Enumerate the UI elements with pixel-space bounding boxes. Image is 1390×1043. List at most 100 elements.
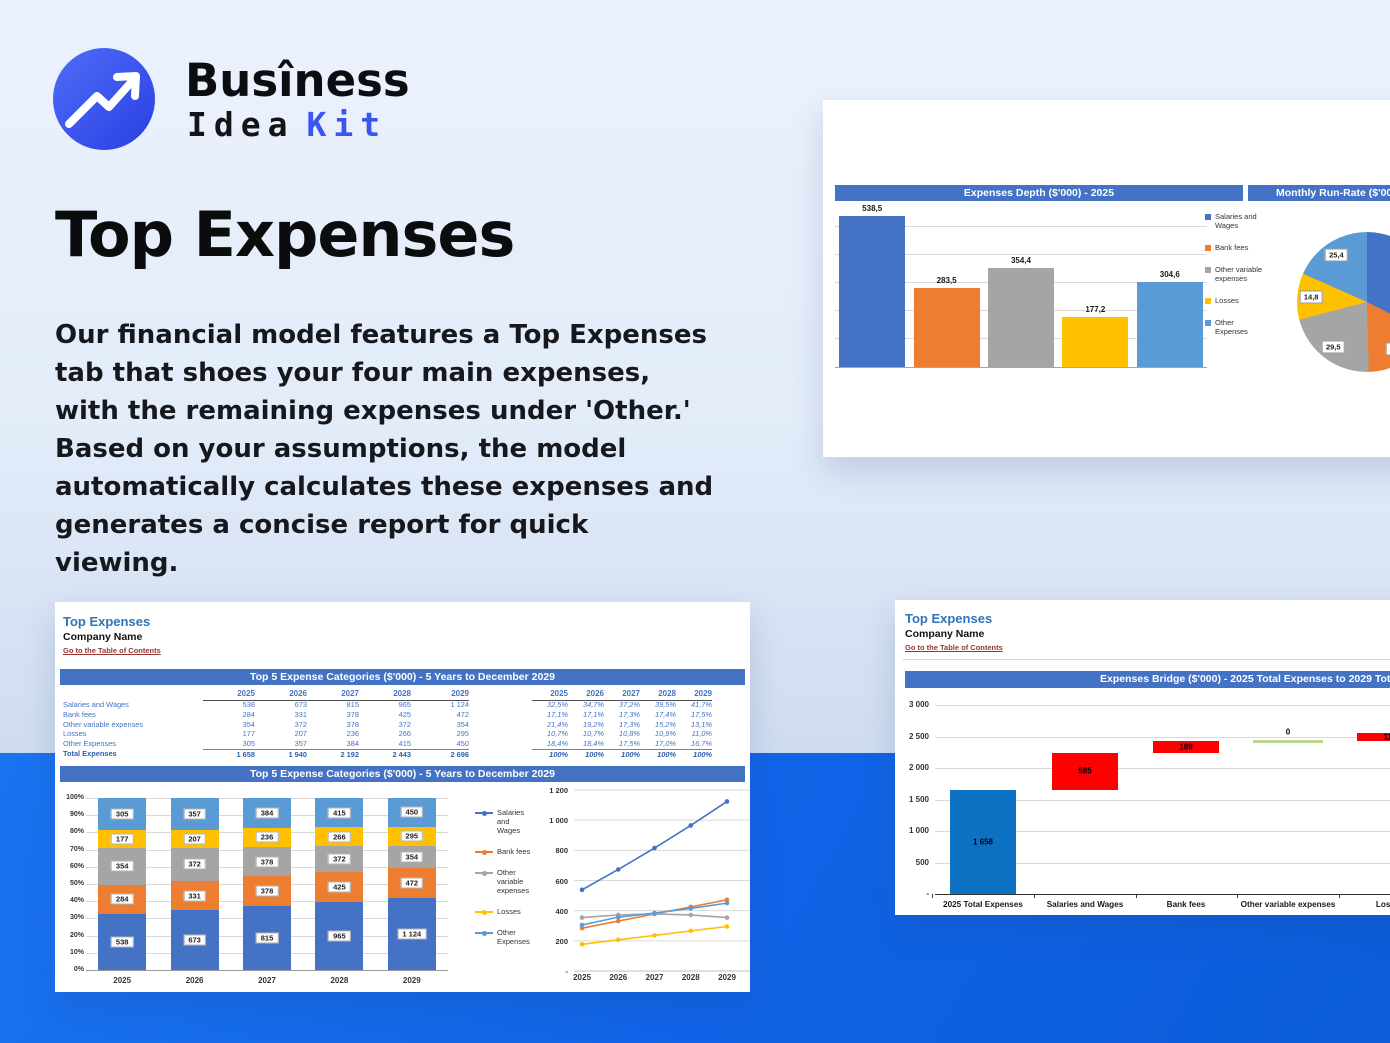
pie-value-label: 23,7 bbox=[1385, 342, 1390, 356]
sheet-title: Top Expenses bbox=[63, 614, 151, 629]
cell-value: 177 bbox=[242, 729, 255, 739]
stack-value-label: 207 bbox=[183, 833, 206, 845]
stack-value-label: 372 bbox=[183, 858, 206, 870]
table-of-contents-link[interactable]: Go to the Table of Contents bbox=[905, 643, 1003, 652]
axis-tick bbox=[1237, 894, 1238, 898]
year-header: 2026 bbox=[568, 688, 604, 701]
x-tick-label: 2028 bbox=[330, 976, 349, 985]
year-header: 2029 bbox=[411, 688, 469, 701]
table-row: Other variable expenses 354 372 378 372 354 21… bbox=[63, 720, 712, 730]
cell-value: 1 124 bbox=[450, 700, 470, 709]
intro-paragraph: Our financial model features a Top Expen… bbox=[55, 320, 714, 578]
page-title: Top Expenses bbox=[55, 198, 515, 271]
legend-item: Losses bbox=[1205, 296, 1267, 305]
legend-item: Bank fees bbox=[475, 847, 533, 856]
year-header: 2026 bbox=[255, 688, 307, 701]
waterfall-value-label: 585 bbox=[1078, 766, 1092, 776]
gridline bbox=[86, 970, 448, 971]
total-value: 2 192 bbox=[307, 748, 359, 760]
y-tick-label: 10% bbox=[69, 948, 84, 956]
bar-0 bbox=[839, 216, 906, 367]
pie-value-label: 25,4 bbox=[1325, 248, 1348, 262]
cell-value: 378 bbox=[346, 719, 359, 729]
legend-label: Other variable expenses bbox=[497, 868, 530, 895]
x-tick-label: 2026 bbox=[185, 976, 204, 985]
y-tick-label: 1 000 bbox=[908, 826, 929, 835]
x-axis-line bbox=[835, 367, 1207, 368]
total-value: 2 696 bbox=[411, 748, 469, 760]
total-pct: 100% bbox=[640, 748, 676, 760]
expenses-depth-chart: 538,5 283,5 354,4 177,2 304,6 bbox=[835, 195, 1207, 368]
legend-swatch bbox=[1205, 298, 1211, 304]
stack-value-label: 378 bbox=[255, 856, 279, 868]
cell-pct: 10,8% bbox=[619, 729, 640, 739]
year-header: 2025 bbox=[532, 688, 568, 701]
legend-item: Losses bbox=[475, 907, 533, 916]
cell-value: 331 bbox=[294, 709, 307, 719]
cell-value: 207 bbox=[294, 729, 307, 739]
cell-pct: 10,7% bbox=[583, 729, 604, 739]
bar-value-label: 177,2 bbox=[1085, 305, 1106, 315]
y-tick-label: 100% bbox=[66, 794, 84, 801]
cell-pct: 17,1% bbox=[583, 709, 604, 719]
company-name: Company Name bbox=[905, 628, 985, 640]
axis-tick bbox=[1136, 894, 1137, 898]
cell-pct: 10,9% bbox=[655, 729, 676, 739]
stack-value-label: 425 bbox=[328, 881, 351, 893]
total-value: 1 658 bbox=[203, 748, 255, 760]
y-tick-label: 40% bbox=[69, 897, 84, 905]
stack-value-label: 673 bbox=[183, 934, 206, 946]
y-tick-label: 2 500 bbox=[908, 731, 929, 741]
cell-value: 450 bbox=[456, 739, 469, 749]
legend-item: Other variable expenses bbox=[475, 868, 533, 895]
stack-value-label: 236 bbox=[255, 831, 279, 843]
cell-pct: 15,2% bbox=[655, 719, 676, 729]
row-label: Losses bbox=[63, 729, 87, 739]
bar-4 bbox=[1136, 281, 1203, 367]
total-pct: 100% bbox=[568, 748, 604, 760]
legend-swatch bbox=[1205, 214, 1211, 220]
legend-label: Other Expenses bbox=[497, 928, 530, 946]
cell-value: 965 bbox=[398, 700, 411, 709]
stack-value-label: 815 bbox=[255, 932, 279, 944]
legend-line-marker bbox=[475, 909, 493, 915]
legend-label: Salaries and Wages bbox=[497, 808, 525, 835]
legend-label: Losses bbox=[1215, 296, 1239, 305]
legend-item: Other Expenses bbox=[1205, 318, 1267, 336]
divider bbox=[903, 659, 1390, 660]
cell-value: 372 bbox=[398, 719, 411, 729]
row-label: Bank fees bbox=[63, 709, 96, 719]
year-header: 2027 bbox=[307, 688, 359, 701]
cell-value: 415 bbox=[398, 739, 411, 749]
cell-pct: 39,5% bbox=[655, 700, 676, 709]
bar-value-label: 354,4 bbox=[1010, 255, 1031, 265]
cell-pct: 17,0% bbox=[655, 739, 676, 749]
waterfall-value-label: 189 bbox=[1179, 742, 1193, 752]
axis-tick bbox=[1034, 894, 1035, 898]
table-years-row: 2025 2026 2027 2028 2029 2025 2026 2027 2028 2029 bbox=[63, 688, 712, 701]
waterfall-value-label: 118 bbox=[1383, 732, 1390, 742]
stack-value-label: 378 bbox=[255, 885, 279, 897]
cell-pct: 19,2% bbox=[583, 719, 604, 729]
year-header: 2025 bbox=[203, 688, 255, 701]
row-label: Salaries and Wages bbox=[63, 700, 129, 709]
cell-value: 372 bbox=[294, 719, 307, 729]
stack-value-label: 354 bbox=[400, 851, 424, 863]
expenses-depth-legend: Salaries and Wages Bank fees Other variabl… bbox=[1205, 212, 1267, 349]
y-tick-label: 400 bbox=[555, 906, 568, 916]
x-tick-label: 2025 bbox=[573, 973, 591, 982]
line-series-salaries bbox=[581, 800, 728, 891]
total-label: Total Expenses bbox=[63, 748, 117, 758]
brand-logo bbox=[53, 48, 155, 150]
bar-1 bbox=[913, 287, 980, 367]
gridline bbox=[935, 799, 1390, 801]
row-label: Other variable expenses bbox=[63, 719, 144, 729]
brand-name-line1: Busîness bbox=[185, 54, 410, 107]
y-tick-label: 90% bbox=[69, 811, 84, 819]
brand-name-dark: Idea bbox=[187, 105, 295, 144]
y-tick-label: 20% bbox=[69, 931, 84, 939]
year-header: 2029 bbox=[676, 688, 712, 701]
gridline bbox=[835, 225, 1207, 227]
table-of-contents-link[interactable]: Go to the Table of Contents bbox=[63, 646, 161, 655]
expense-table: 2025 2026 2027 2028 2029 2025 2026 2027 2028 2029… bbox=[63, 688, 712, 759]
